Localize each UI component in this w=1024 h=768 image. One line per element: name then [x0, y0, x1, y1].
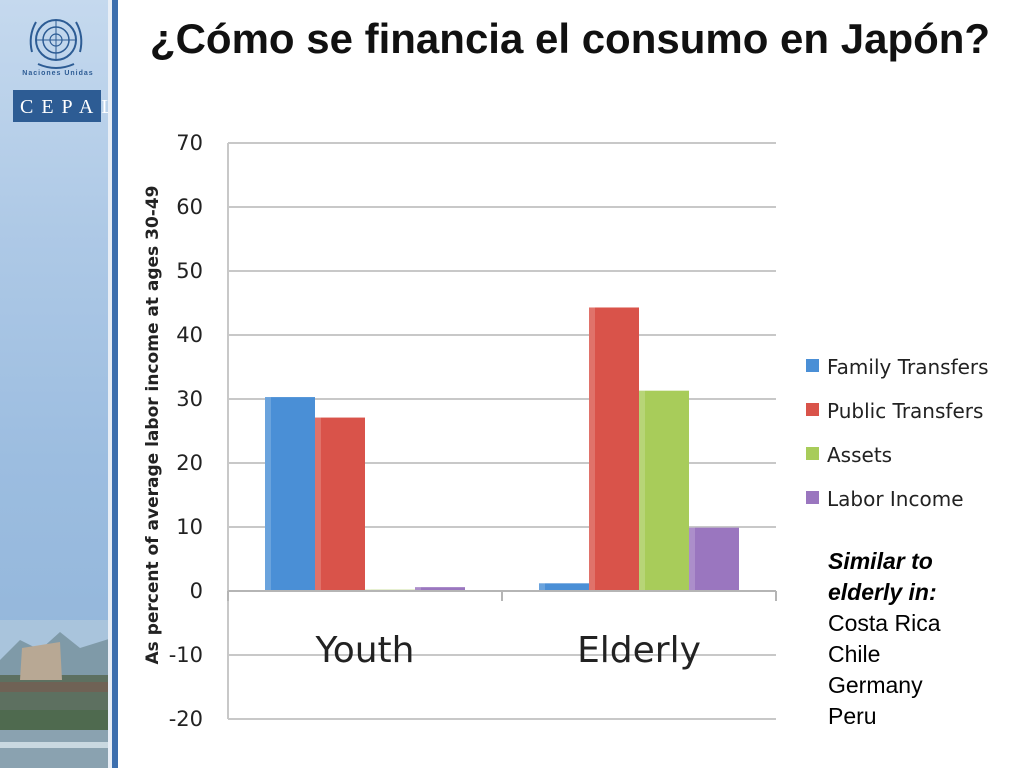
bar-highlight: [689, 527, 695, 591]
bar-assets-elderly: [639, 390, 689, 591]
x-category-label: Elderly: [577, 630, 701, 671]
un-label: Naciones Unidas: [22, 70, 94, 77]
bar-highlight: [315, 417, 321, 591]
y-axis-label: As percent of average labor income at ag…: [143, 186, 163, 665]
legend-label: Family Transfers: [827, 355, 989, 379]
un-emblem-icon: [29, 19, 83, 69]
sidebar-divider: [112, 0, 118, 768]
x-category-label: Youth: [315, 630, 415, 671]
y-tick-label: 30: [176, 387, 203, 411]
legend-label: Assets: [827, 443, 892, 467]
y-tick-label: -10: [169, 643, 203, 667]
y-tick-label: 70: [176, 131, 203, 155]
axes: [227, 143, 777, 719]
bar-highlight: [265, 397, 271, 591]
bar-highlight: [639, 390, 645, 591]
legend-swatch: [806, 359, 819, 372]
sidebar: Naciones Unidas CEPAL: [0, 0, 114, 768]
y-tick-labels: 70 60 50 40 30 20 10 0 -10 -20: [169, 131, 203, 731]
y-tick-label: 0: [190, 579, 203, 603]
y-tick-label: 20: [176, 451, 203, 475]
note-country: Chile: [828, 641, 881, 667]
legend-label: Labor Income: [827, 487, 964, 511]
legend-swatch: [806, 447, 819, 460]
bar-highlight: [539, 583, 545, 591]
bar-highlight: [589, 307, 595, 591]
bar-labor-income-elderly: [689, 527, 739, 591]
legend-label: Public Transfers: [827, 399, 983, 423]
y-tick-label: -20: [169, 707, 203, 731]
y-tick-label: 50: [176, 259, 203, 283]
cepal-logo: CEPAL: [13, 90, 114, 122]
bar-labor-income-youth: [415, 587, 465, 591]
legend-swatch: [806, 403, 819, 416]
legend-swatch: [806, 491, 819, 504]
note-country: Germany: [828, 672, 923, 698]
y-tick-label: 40: [176, 323, 203, 347]
note-country: Costa Rica: [828, 610, 941, 636]
similar-countries-note: Similar to elderly in: Costa Rica Chile …: [828, 546, 1008, 732]
bar-public-transfers-youth: [315, 417, 365, 591]
bar-family-transfers-elderly: [539, 583, 589, 591]
note-heading: Similar to elderly in:: [828, 548, 937, 605]
legend: Family Transfers Public Transfers Assets La…: [806, 355, 989, 511]
sidebar-divider-light: [108, 0, 112, 768]
bar-highlight: [415, 587, 421, 591]
slide-title: ¿Cómo se financia el consumo en Japón?: [149, 15, 991, 62]
bars: [265, 307, 739, 592]
note-country: Peru: [828, 703, 877, 729]
y-tick-label: 10: [176, 515, 203, 539]
x-category-labels: Youth Elderly: [315, 630, 701, 671]
bar-public-transfers-elderly: [589, 307, 639, 591]
building-photo: [0, 620, 112, 768]
y-tick-label: 60: [176, 195, 203, 219]
bar-family-transfers-youth: [265, 397, 315, 591]
